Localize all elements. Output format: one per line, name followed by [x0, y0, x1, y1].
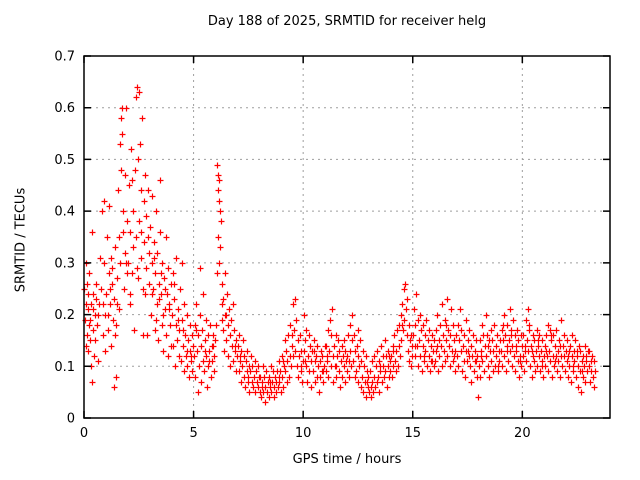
- y-tick-label: 0.1: [54, 360, 75, 375]
- tick-marks: [83, 55, 610, 419]
- y-tick-label: 0.3: [54, 256, 75, 271]
- y-tick-label: 0.4: [54, 205, 75, 220]
- x-axis-title: GPS time / hours: [292, 452, 402, 467]
- x-tick-label: 5: [189, 426, 197, 441]
- y-tick-label: 0.6: [54, 101, 75, 116]
- chart-title: Day 188 of 2025, SRMTID for receiver hel…: [207, 14, 487, 29]
- x-tick-label: 20: [514, 426, 531, 441]
- y-tick-label: 0.2: [54, 308, 75, 323]
- x-tick-label: 10: [295, 426, 312, 441]
- y-tick-label: 0: [67, 412, 75, 427]
- scatter-points: [81, 84, 599, 406]
- axis-border: [83, 55, 611, 419]
- x-tick-label: 15: [404, 426, 421, 441]
- y-tick-label: 0.7: [54, 50, 75, 65]
- y-axis-title: SRMTID / TECUs: [13, 187, 29, 293]
- x-tick-label: 0: [80, 426, 88, 441]
- y-tick-label: 0.5: [54, 153, 75, 168]
